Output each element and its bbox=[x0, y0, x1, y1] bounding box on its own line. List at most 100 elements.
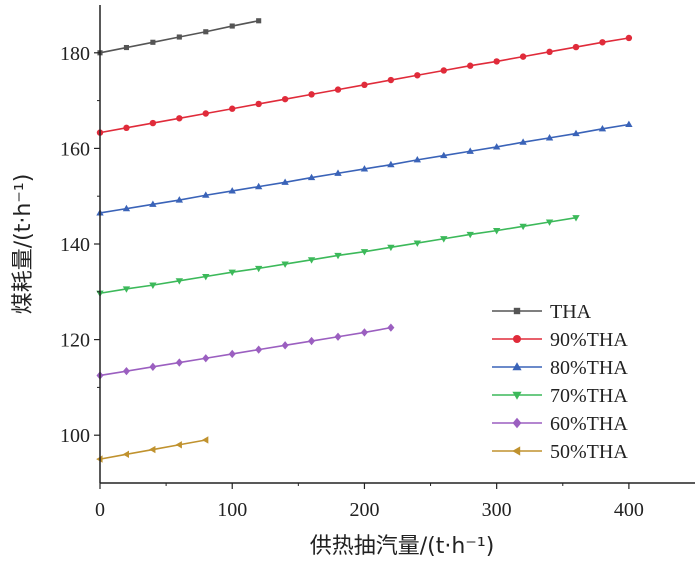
data-point bbox=[255, 345, 263, 354]
legend-item: 50%THA bbox=[492, 441, 628, 463]
x-tick-label: 200 bbox=[349, 499, 379, 521]
y-tick-label: 160 bbox=[60, 138, 90, 160]
data-point bbox=[122, 286, 131, 293]
data-point bbox=[202, 273, 210, 281]
data-point bbox=[228, 269, 236, 277]
data-point bbox=[149, 200, 157, 207]
data-point bbox=[387, 323, 395, 332]
data-point bbox=[360, 249, 369, 256]
data-point bbox=[387, 160, 395, 168]
series-line bbox=[99, 326, 392, 377]
data-point bbox=[413, 240, 422, 247]
data-point bbox=[519, 223, 527, 231]
data-point bbox=[360, 328, 368, 337]
y-tick-label: 180 bbox=[60, 43, 90, 65]
data-point bbox=[361, 81, 368, 89]
data-point bbox=[307, 257, 316, 264]
data-point bbox=[334, 332, 342, 341]
data-point bbox=[572, 43, 580, 51]
data-point bbox=[176, 115, 183, 122]
legend-label: 60%THA bbox=[550, 413, 628, 435]
data-point bbox=[440, 67, 447, 74]
data-point bbox=[281, 341, 289, 350]
data-point bbox=[254, 265, 263, 273]
legend-label: 50%THA bbox=[550, 441, 628, 463]
legend-item: 60%THA bbox=[492, 413, 628, 435]
data-point bbox=[625, 120, 633, 128]
data-point bbox=[492, 143, 501, 150]
legend-marker bbox=[513, 335, 521, 343]
data-point bbox=[281, 178, 289, 185]
data-point bbox=[519, 138, 527, 145]
data-point bbox=[467, 62, 474, 69]
data-point bbox=[492, 228, 501, 235]
legend-item: 70%THA bbox=[492, 385, 628, 407]
data-point bbox=[229, 23, 235, 29]
series-1 bbox=[96, 34, 633, 136]
data-point bbox=[202, 354, 210, 363]
data-point bbox=[599, 39, 606, 46]
x-tick-label: 400 bbox=[614, 499, 644, 521]
series-3 bbox=[96, 215, 580, 298]
data-point bbox=[202, 110, 209, 117]
series-0 bbox=[97, 18, 262, 56]
data-point bbox=[413, 156, 422, 163]
y-tick-label: 100 bbox=[60, 425, 90, 447]
series-5 bbox=[96, 436, 209, 463]
data-point bbox=[149, 362, 157, 372]
legend-item: THA bbox=[492, 301, 592, 323]
data-point bbox=[255, 100, 262, 108]
data-point bbox=[175, 196, 184, 203]
data-point bbox=[149, 119, 157, 127]
legend-label: 80%THA bbox=[550, 357, 628, 379]
x-tick-label: 300 bbox=[482, 499, 512, 521]
legend-marker bbox=[512, 362, 522, 371]
series-2 bbox=[96, 120, 633, 216]
data-point bbox=[202, 191, 210, 198]
data-point bbox=[203, 29, 209, 35]
data-point bbox=[307, 173, 316, 181]
data-point bbox=[229, 105, 236, 112]
data-point bbox=[175, 441, 182, 449]
data-point bbox=[175, 278, 184, 285]
series-4 bbox=[96, 323, 395, 380]
legend-label: THA bbox=[550, 301, 592, 323]
data-point bbox=[256, 18, 262, 24]
data-point bbox=[414, 72, 421, 79]
data-point bbox=[176, 34, 182, 40]
data-point bbox=[334, 169, 342, 176]
legend: THA 90%THA 80%THA 70%THA 60%THA 50%THA bbox=[492, 301, 628, 463]
y-tick-label: 140 bbox=[60, 234, 90, 256]
series-layer bbox=[96, 18, 633, 463]
data-point bbox=[493, 58, 500, 65]
data-point bbox=[334, 86, 342, 93]
data-point bbox=[122, 366, 130, 376]
x-tick-label: 100 bbox=[217, 499, 247, 521]
data-point bbox=[440, 151, 448, 159]
data-point bbox=[572, 215, 580, 222]
data-point bbox=[545, 219, 554, 226]
legend-marker bbox=[512, 446, 521, 456]
y-axis-title: 煤耗量/(t·h⁻¹) bbox=[11, 174, 36, 315]
data-point bbox=[122, 450, 130, 458]
data-point bbox=[308, 91, 315, 98]
data-point bbox=[598, 124, 607, 132]
data-point bbox=[308, 336, 316, 346]
legend-marker bbox=[512, 417, 522, 429]
data-point bbox=[281, 95, 289, 103]
data-point bbox=[150, 39, 156, 45]
data-point bbox=[466, 147, 474, 154]
data-point bbox=[466, 231, 474, 239]
data-point bbox=[387, 244, 395, 252]
data-point bbox=[122, 204, 131, 212]
y-tick-label: 120 bbox=[60, 330, 90, 352]
legend-marker bbox=[513, 307, 521, 315]
data-point bbox=[228, 187, 236, 194]
legend-label: 70%THA bbox=[550, 385, 628, 407]
data-point bbox=[149, 282, 157, 289]
data-point bbox=[440, 236, 448, 243]
axes-layer bbox=[99, 5, 695, 484]
data-point bbox=[175, 358, 183, 367]
data-point bbox=[625, 34, 633, 42]
